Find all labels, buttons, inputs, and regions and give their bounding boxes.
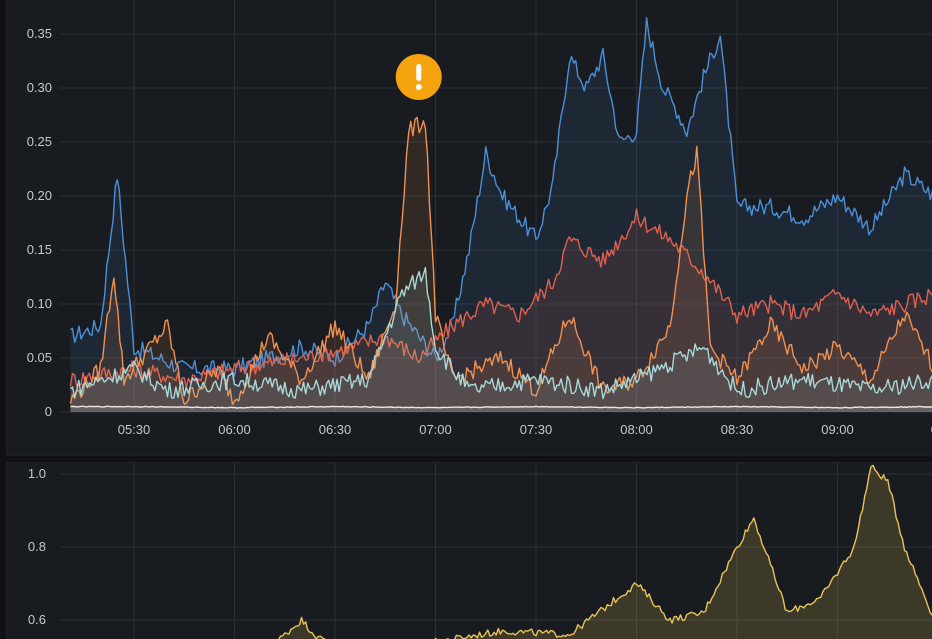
series-area-0 xyxy=(278,465,932,639)
series-line-1 xyxy=(69,208,932,388)
series-line-0 xyxy=(278,464,932,639)
top-time-series-chart: 0 0.05 0.10 0.15 0.20 0.25 0.30 0.35 05:30 06:00 0… xyxy=(27,0,932,437)
series-area-3 xyxy=(70,267,932,412)
series-line-2 xyxy=(69,116,932,406)
y-tick-label: 0 xyxy=(45,404,52,419)
x-tick-label: 07:30 xyxy=(520,422,553,437)
y-tick-label: 0.15 xyxy=(27,242,52,257)
series-line-4 xyxy=(70,405,932,409)
top-chart-panel: 0 0.05 0.10 0.15 0.20 0.25 0.30 0.35 05:30 06:00 0… xyxy=(6,0,932,456)
y-tick-label: 0.30 xyxy=(27,80,52,95)
x-tick-label: 08:00 xyxy=(620,422,653,437)
y-tick-label: 1.0 xyxy=(28,466,46,481)
y-tick-label: 0.35 xyxy=(27,26,52,41)
x-tick-label: 06:00 xyxy=(218,422,251,437)
y-tick-label: 0.8 xyxy=(28,539,46,554)
x-tick-label: 09 xyxy=(931,422,932,437)
x-tick-label: 09:00 xyxy=(821,422,854,437)
y-tick-label: 0.6 xyxy=(28,612,46,627)
warning-icon[interactable] xyxy=(395,54,442,100)
x-tick-label: 06:30 xyxy=(319,422,352,437)
y-tick-label: 0.10 xyxy=(27,296,52,311)
bottom-chart-panel: 0.6 0.8 1.0 xyxy=(6,462,932,639)
y-tick-label: 0.05 xyxy=(27,350,52,365)
y-tick-label: 0.20 xyxy=(27,188,52,203)
x-tick-label: 05:30 xyxy=(118,422,151,437)
x-tick-label: 07:00 xyxy=(419,422,452,437)
series-line-3 xyxy=(69,266,932,400)
x-tick-label: 08:30 xyxy=(721,422,754,437)
series-area-0 xyxy=(70,17,932,412)
bottom-time-series-chart: 0.6 0.8 1.0 xyxy=(28,463,932,639)
y-tick-label: 0.25 xyxy=(27,134,52,149)
